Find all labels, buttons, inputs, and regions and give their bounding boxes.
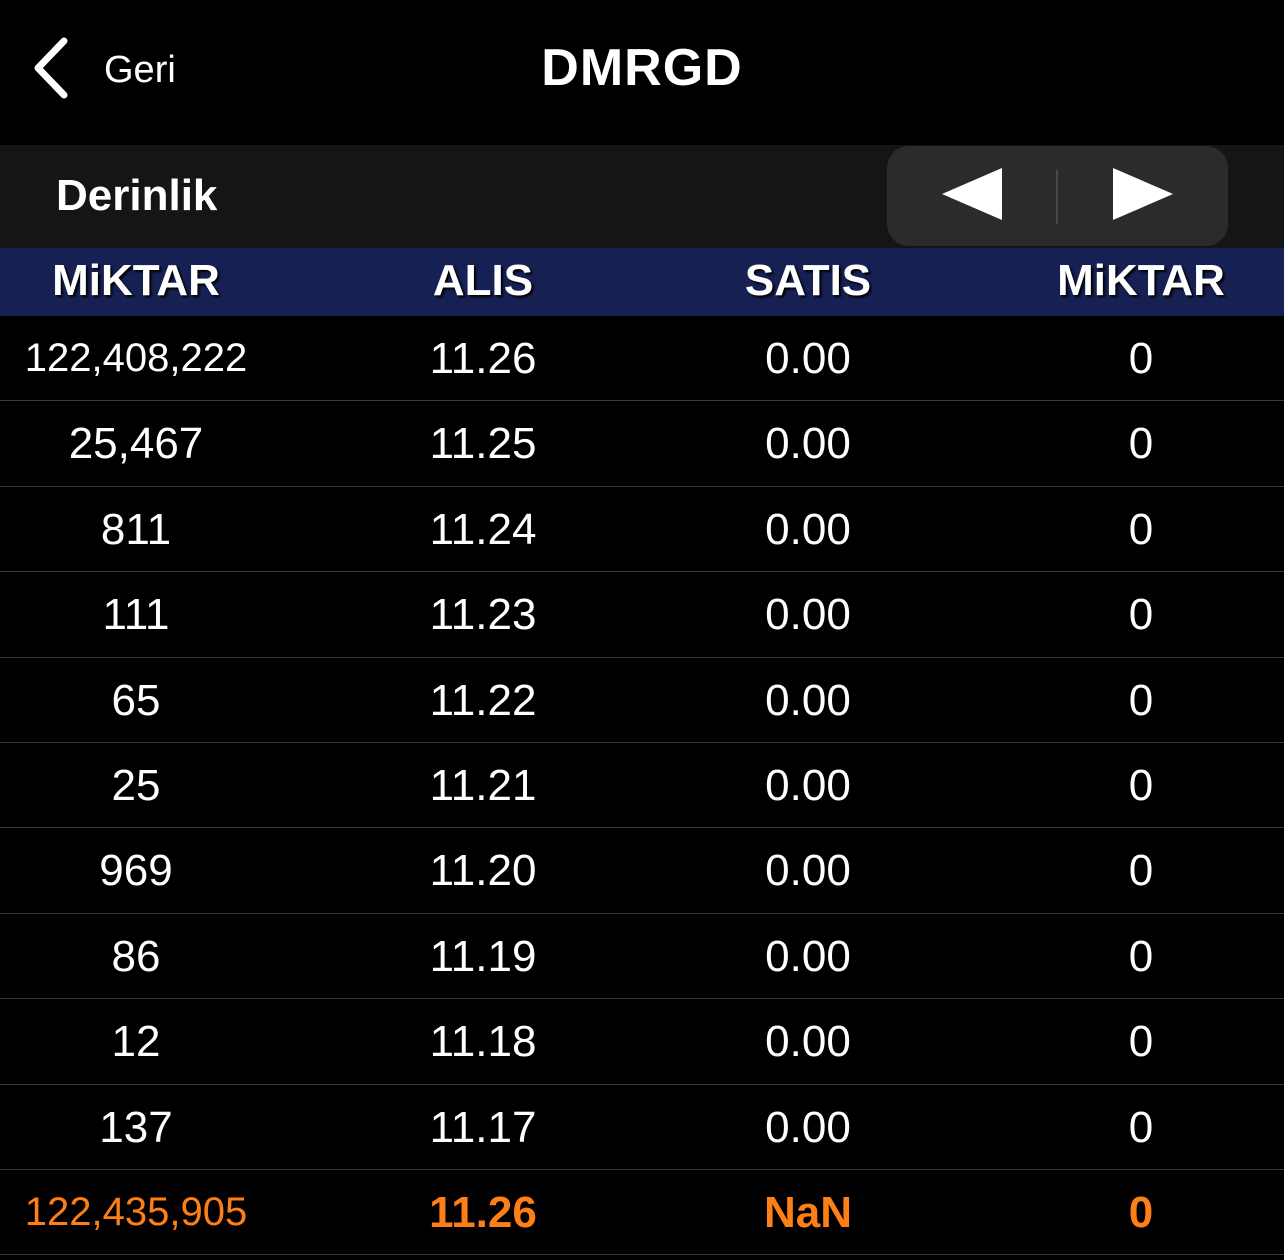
bid-price-cell: 11.18 <box>429 1017 537 1067</box>
bid-price-cell: 11.17 <box>429 1102 537 1152</box>
section-header: Derinlik <box>0 145 1284 248</box>
table-row: 969 11.20 0.00 0 <box>0 828 1284 914</box>
bid-price-cell: 11.21 <box>429 760 537 810</box>
bid-quantity-cell: 122,408,222 <box>24 336 248 380</box>
total-ask-price: NaN <box>763 1187 853 1237</box>
bid-price-cell: 11.26 <box>429 334 537 383</box>
ask-quantity-cell: 0 <box>1128 846 1154 896</box>
table-row: 122,408,222 11.26 0.00 0 <box>0 316 1284 402</box>
ask-quantity-cell: 0 <box>1128 419 1154 469</box>
column-header-bid-quantity: MiKTAR <box>52 256 220 305</box>
chevron-left-icon <box>28 33 74 107</box>
bid-quantity-cell: 111 <box>102 590 170 640</box>
bid-price-cell: 11.25 <box>429 419 537 469</box>
table-row: 25 11.21 0.00 0 <box>0 743 1284 829</box>
bid-quantity-cell: 969 <box>99 846 173 896</box>
bid-quantity-cell: 12 <box>111 1017 161 1067</box>
triangle-left-icon <box>940 167 1004 225</box>
ask-price-cell: 0.00 <box>765 419 851 469</box>
column-header-bid: ALIS <box>432 256 534 305</box>
ask-quantity-cell: 0 <box>1128 1102 1154 1152</box>
table-row: 12 11.18 0.00 0 <box>0 999 1284 1085</box>
ask-price-cell: 0.00 <box>765 590 851 640</box>
ask-price-cell: 0.00 <box>765 675 851 725</box>
total-bid-price: 11.26 <box>429 1187 537 1237</box>
page-switcher <box>887 146 1228 246</box>
next-button[interactable] <box>1058 146 1228 246</box>
bid-quantity-cell: 65 <box>111 675 161 725</box>
bid-quantity-cell: 86 <box>111 931 161 981</box>
ask-price-cell: 0.00 <box>765 846 851 896</box>
ask-price-cell: 0.00 <box>765 334 851 383</box>
total-row: 122,435,905 11.26 NaN 0 <box>0 1170 1284 1256</box>
table-row: 86 11.19 0.00 0 <box>0 914 1284 1000</box>
ask-price-cell: 0.00 <box>765 760 851 810</box>
table-header: MiKTAR ALIS SATIS MiKTAR <box>0 248 1284 316</box>
previous-button[interactable] <box>887 146 1057 246</box>
bid-price-cell: 11.20 <box>429 846 537 896</box>
page-title: DMRGD <box>541 39 743 97</box>
navigation-bar: Geri DMRGD <box>0 0 1284 145</box>
ask-price-cell: 0.00 <box>765 1102 851 1152</box>
bid-quantity-cell: 811 <box>100 504 172 554</box>
ask-price-cell: 0.00 <box>765 1017 851 1067</box>
section-title: Derinlik <box>56 171 218 220</box>
depth-table: 122,408,222 11.26 0.00 0 25,467 11.25 0.… <box>0 316 1284 1256</box>
back-label: Geri <box>104 48 176 91</box>
total-bid-quantity: 122,435,905 <box>24 1189 248 1234</box>
table-row: 111 11.23 0.00 0 <box>0 572 1284 658</box>
table-row: 25,467 11.25 0.00 0 <box>0 401 1284 487</box>
ask-price-cell: 0.00 <box>765 504 851 554</box>
total-ask-quantity: 0 <box>1128 1187 1154 1237</box>
column-header-ask-quantity: MiKTAR <box>1057 256 1225 305</box>
table-row: 65 11.22 0.00 0 <box>0 658 1284 743</box>
ask-quantity-cell: 0 <box>1128 334 1154 383</box>
ask-price-cell: 0.00 <box>765 931 851 981</box>
ask-quantity-cell: 0 <box>1128 1017 1154 1067</box>
table-row: 811 11.24 0.00 0 <box>0 487 1284 573</box>
bid-price-cell: 11.22 <box>429 675 537 725</box>
bid-price-cell: 11.24 <box>429 504 537 554</box>
bid-quantity-cell: 25 <box>111 760 161 810</box>
segment-divider <box>1056 170 1058 224</box>
ask-quantity-cell: 0 <box>1128 931 1154 981</box>
bid-price-cell: 11.19 <box>429 931 537 981</box>
ask-quantity-cell: 0 <box>1128 760 1154 810</box>
column-header-ask: SATIS <box>744 256 872 305</box>
triangle-right-icon <box>1111 167 1175 225</box>
back-button[interactable]: Geri <box>28 30 176 110</box>
bid-quantity-cell: 137 <box>99 1102 173 1152</box>
ask-quantity-cell: 0 <box>1128 504 1154 554</box>
ask-quantity-cell: 0 <box>1128 675 1154 725</box>
bid-quantity-cell: 25,467 <box>68 419 204 469</box>
table-row: 137 11.17 0.00 0 <box>0 1085 1284 1170</box>
bid-price-cell: 11.23 <box>429 590 537 640</box>
ask-quantity-cell: 0 <box>1128 590 1154 640</box>
